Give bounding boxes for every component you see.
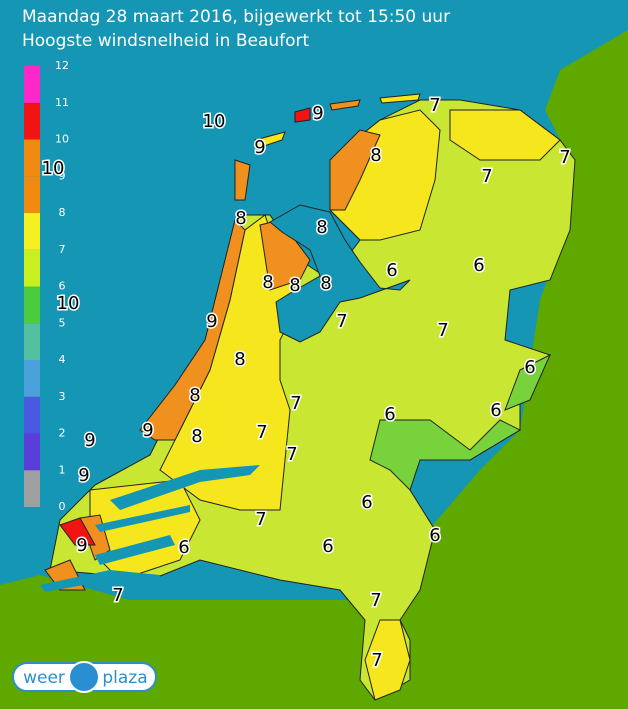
subtitle: Hoogste windsnelheid in Beaufort (22, 31, 310, 51)
legend-label: 5 (59, 316, 66, 329)
wind-label: 7 (370, 590, 381, 611)
legend-swatch (24, 396, 40, 434)
legend-swatch (24, 176, 40, 213)
legend-label: 4 (59, 353, 66, 366)
legend-swatch (24, 249, 40, 287)
wind-label: 6 (524, 357, 535, 378)
logo-left: weer (23, 668, 65, 688)
delta-water (40, 465, 260, 592)
netherlands (44, 93, 576, 701)
wind-label: 7 (286, 444, 297, 465)
wind-label: 6 (490, 400, 501, 421)
wind-label: 7 (437, 320, 448, 341)
wind-label: 7 (559, 147, 570, 168)
wind-label: 6 (386, 260, 397, 281)
wind-label: 6 (361, 492, 372, 513)
legend-swatch (24, 213, 40, 250)
wind-label: 6 (429, 525, 440, 546)
wind-label: 9 (78, 465, 89, 486)
legend-swatch (24, 360, 40, 397)
legend-swatch (24, 433, 40, 471)
wind-label: 8 (234, 349, 245, 370)
logo-icon (68, 661, 100, 693)
legend-swatch (24, 102, 40, 140)
wind-label: 8 (191, 426, 202, 447)
ijsselmeer (269, 204, 411, 343)
wind-label: 7 (429, 95, 440, 116)
wind-label: 7 (481, 166, 492, 187)
wind-label: 7 (290, 393, 301, 414)
legend-swatch (24, 139, 40, 177)
wind-label: 8 (320, 273, 331, 294)
wind-label: 9 (312, 103, 323, 124)
wind-label: 7 (256, 422, 267, 443)
logo: weer plaza (12, 661, 157, 693)
wind-label: 9 (142, 420, 153, 441)
legend-label: 9 (59, 169, 66, 182)
wind-label: 9 (254, 137, 265, 158)
legend-swatch (24, 470, 40, 507)
wind-label: 6 (178, 537, 189, 558)
legend-swatch (24, 286, 40, 324)
wind-label: 8 (262, 272, 273, 293)
legend-label: 11 (55, 96, 69, 109)
wind-label: 6 (473, 255, 484, 276)
legend-label: 2 (59, 427, 66, 440)
legend-label: 12 (55, 59, 69, 72)
wind-label: 6 (322, 536, 333, 557)
wind-label: 7 (336, 311, 347, 332)
wind-label: 9 (76, 535, 87, 556)
legend-swatch (24, 66, 40, 103)
legend-swatch (24, 323, 40, 360)
wind-label: 8 (235, 208, 246, 229)
wind-label: 6 (384, 404, 395, 425)
legend-label: 6 (59, 280, 66, 293)
wind-label: 9 (206, 311, 217, 332)
logo-right: plaza (102, 668, 147, 688)
wind-label: 8 (316, 217, 327, 238)
legend-label: 10 (55, 133, 69, 146)
legend-label: 3 (59, 390, 66, 403)
wind-label: 9 (84, 430, 95, 451)
wind-label: 8 (189, 385, 200, 406)
legend-label: 7 (59, 243, 66, 256)
wind-label: 10 (57, 293, 80, 314)
legend-label: 0 (59, 500, 66, 513)
title: Maandag 28 maart 2016, bijgewerkt tot 15… (22, 7, 450, 27)
wind-label: 10 (203, 111, 226, 132)
legend-label: 1 (59, 463, 66, 476)
wind-label: 8 (289, 275, 300, 296)
surrounding-land (0, 30, 628, 709)
wind-label: 10 (42, 158, 65, 179)
wind-label: 7 (371, 650, 382, 671)
legend-label: 8 (59, 206, 66, 219)
wind-label: 8 (370, 145, 381, 166)
wind-label: 7 (112, 585, 123, 606)
wind-label: 7 (255, 509, 266, 530)
